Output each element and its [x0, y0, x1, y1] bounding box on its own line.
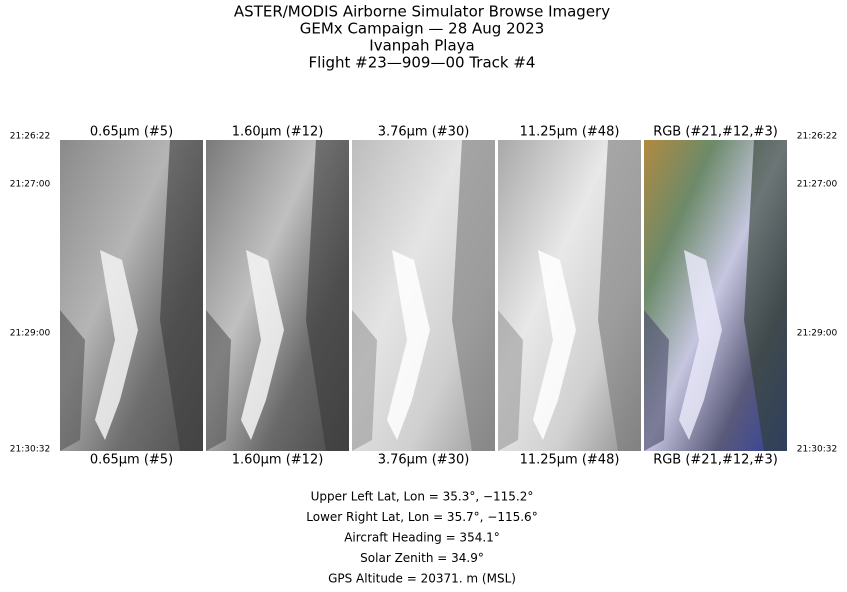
ridge [352, 310, 377, 451]
mountains [160, 140, 203, 451]
band-label-top: RGB (#21,#12,#3) [653, 125, 778, 140]
mountains [744, 140, 787, 451]
playa [679, 250, 722, 440]
time-left: 21:29:00 [10, 329, 51, 339]
band-label-bottom: 0.65μm (#5) [90, 453, 173, 468]
time-right: 21:30:32 [797, 445, 837, 455]
info-line: Aircraft Heading = 354.1° [344, 531, 500, 545]
playa [241, 250, 284, 440]
band-label-bottom: 11.25μm (#48) [520, 453, 620, 468]
title-line: Flight #23—909—00 Track #4 [309, 54, 536, 72]
ridge [206, 310, 231, 451]
time-right: 21:29:00 [797, 329, 838, 339]
mountains [306, 140, 349, 451]
band-label-top: 1.60μm (#12) [232, 125, 324, 140]
band-label-bottom: 3.76μm (#30) [378, 453, 470, 468]
title-line: ASTER/MODIS Airborne Simulator Browse Im… [234, 3, 610, 21]
time-right: 21:27:00 [797, 180, 838, 190]
mountains [598, 140, 641, 451]
time-left: 21:30:32 [10, 445, 50, 455]
info-line: Upper Left Lat, Lon = 35.3°, −115.2° [311, 490, 534, 504]
band-label-bottom: RGB (#21,#12,#3) [653, 453, 778, 468]
info-line: GPS Altitude = 20371. m (MSL) [328, 572, 516, 586]
band-label-bottom: 1.60μm (#12) [232, 453, 324, 468]
time-left: 21:26:22 [10, 132, 50, 142]
ridge [498, 310, 523, 451]
ridge [60, 310, 85, 451]
title-line: GEMx Campaign — 28 Aug 2023 [300, 20, 545, 38]
playa [387, 250, 430, 440]
mountains [452, 140, 495, 451]
info-line: Lower Right Lat, Lon = 35.7°, −115.6° [306, 510, 537, 524]
title-line: Ivanpah Playa [369, 37, 474, 55]
band-label-top: 0.65μm (#5) [90, 125, 173, 140]
band-label-top: 11.25μm (#48) [520, 125, 620, 140]
ridge [644, 310, 669, 451]
playa [533, 250, 576, 440]
playa [95, 250, 138, 440]
time-left: 21:27:00 [10, 180, 51, 190]
info-line: Solar Zenith = 34.9° [360, 551, 484, 565]
band-label-top: 3.76μm (#30) [378, 125, 470, 140]
time-right: 21:26:22 [797, 132, 837, 142]
